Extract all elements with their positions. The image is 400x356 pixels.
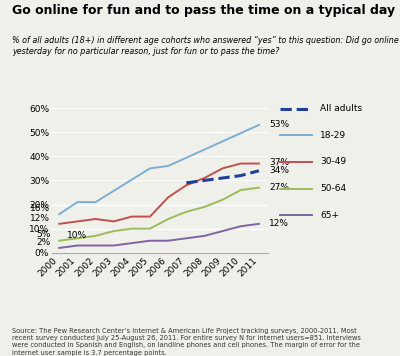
Text: 10%: 10%	[67, 231, 88, 240]
Text: 27%: 27%	[269, 183, 289, 192]
Text: 34%: 34%	[269, 166, 289, 175]
Text: 65+: 65+	[320, 211, 339, 220]
Text: Go online for fun and to pass the time on a typical day: Go online for fun and to pass the time o…	[12, 4, 395, 17]
Text: All adults: All adults	[320, 104, 362, 113]
Text: 30-49: 30-49	[320, 157, 346, 167]
Text: 12%: 12%	[30, 214, 50, 222]
Text: 5%: 5%	[36, 230, 50, 240]
Text: 37%: 37%	[269, 158, 289, 167]
Text: 18-29: 18-29	[320, 131, 346, 140]
Text: 50-64: 50-64	[320, 184, 346, 193]
Text: % of all adults (18+) in different age cohorts who answered “yes” to this questi: % of all adults (18+) in different age c…	[12, 36, 399, 56]
Text: 2%: 2%	[36, 238, 50, 247]
Text: 53%: 53%	[269, 120, 289, 130]
Text: 12%: 12%	[269, 219, 289, 228]
Text: 16%: 16%	[30, 204, 50, 213]
Text: Source: The Pew Research Center’s Internet & American Life Project tracking surv: Source: The Pew Research Center’s Intern…	[12, 328, 361, 356]
